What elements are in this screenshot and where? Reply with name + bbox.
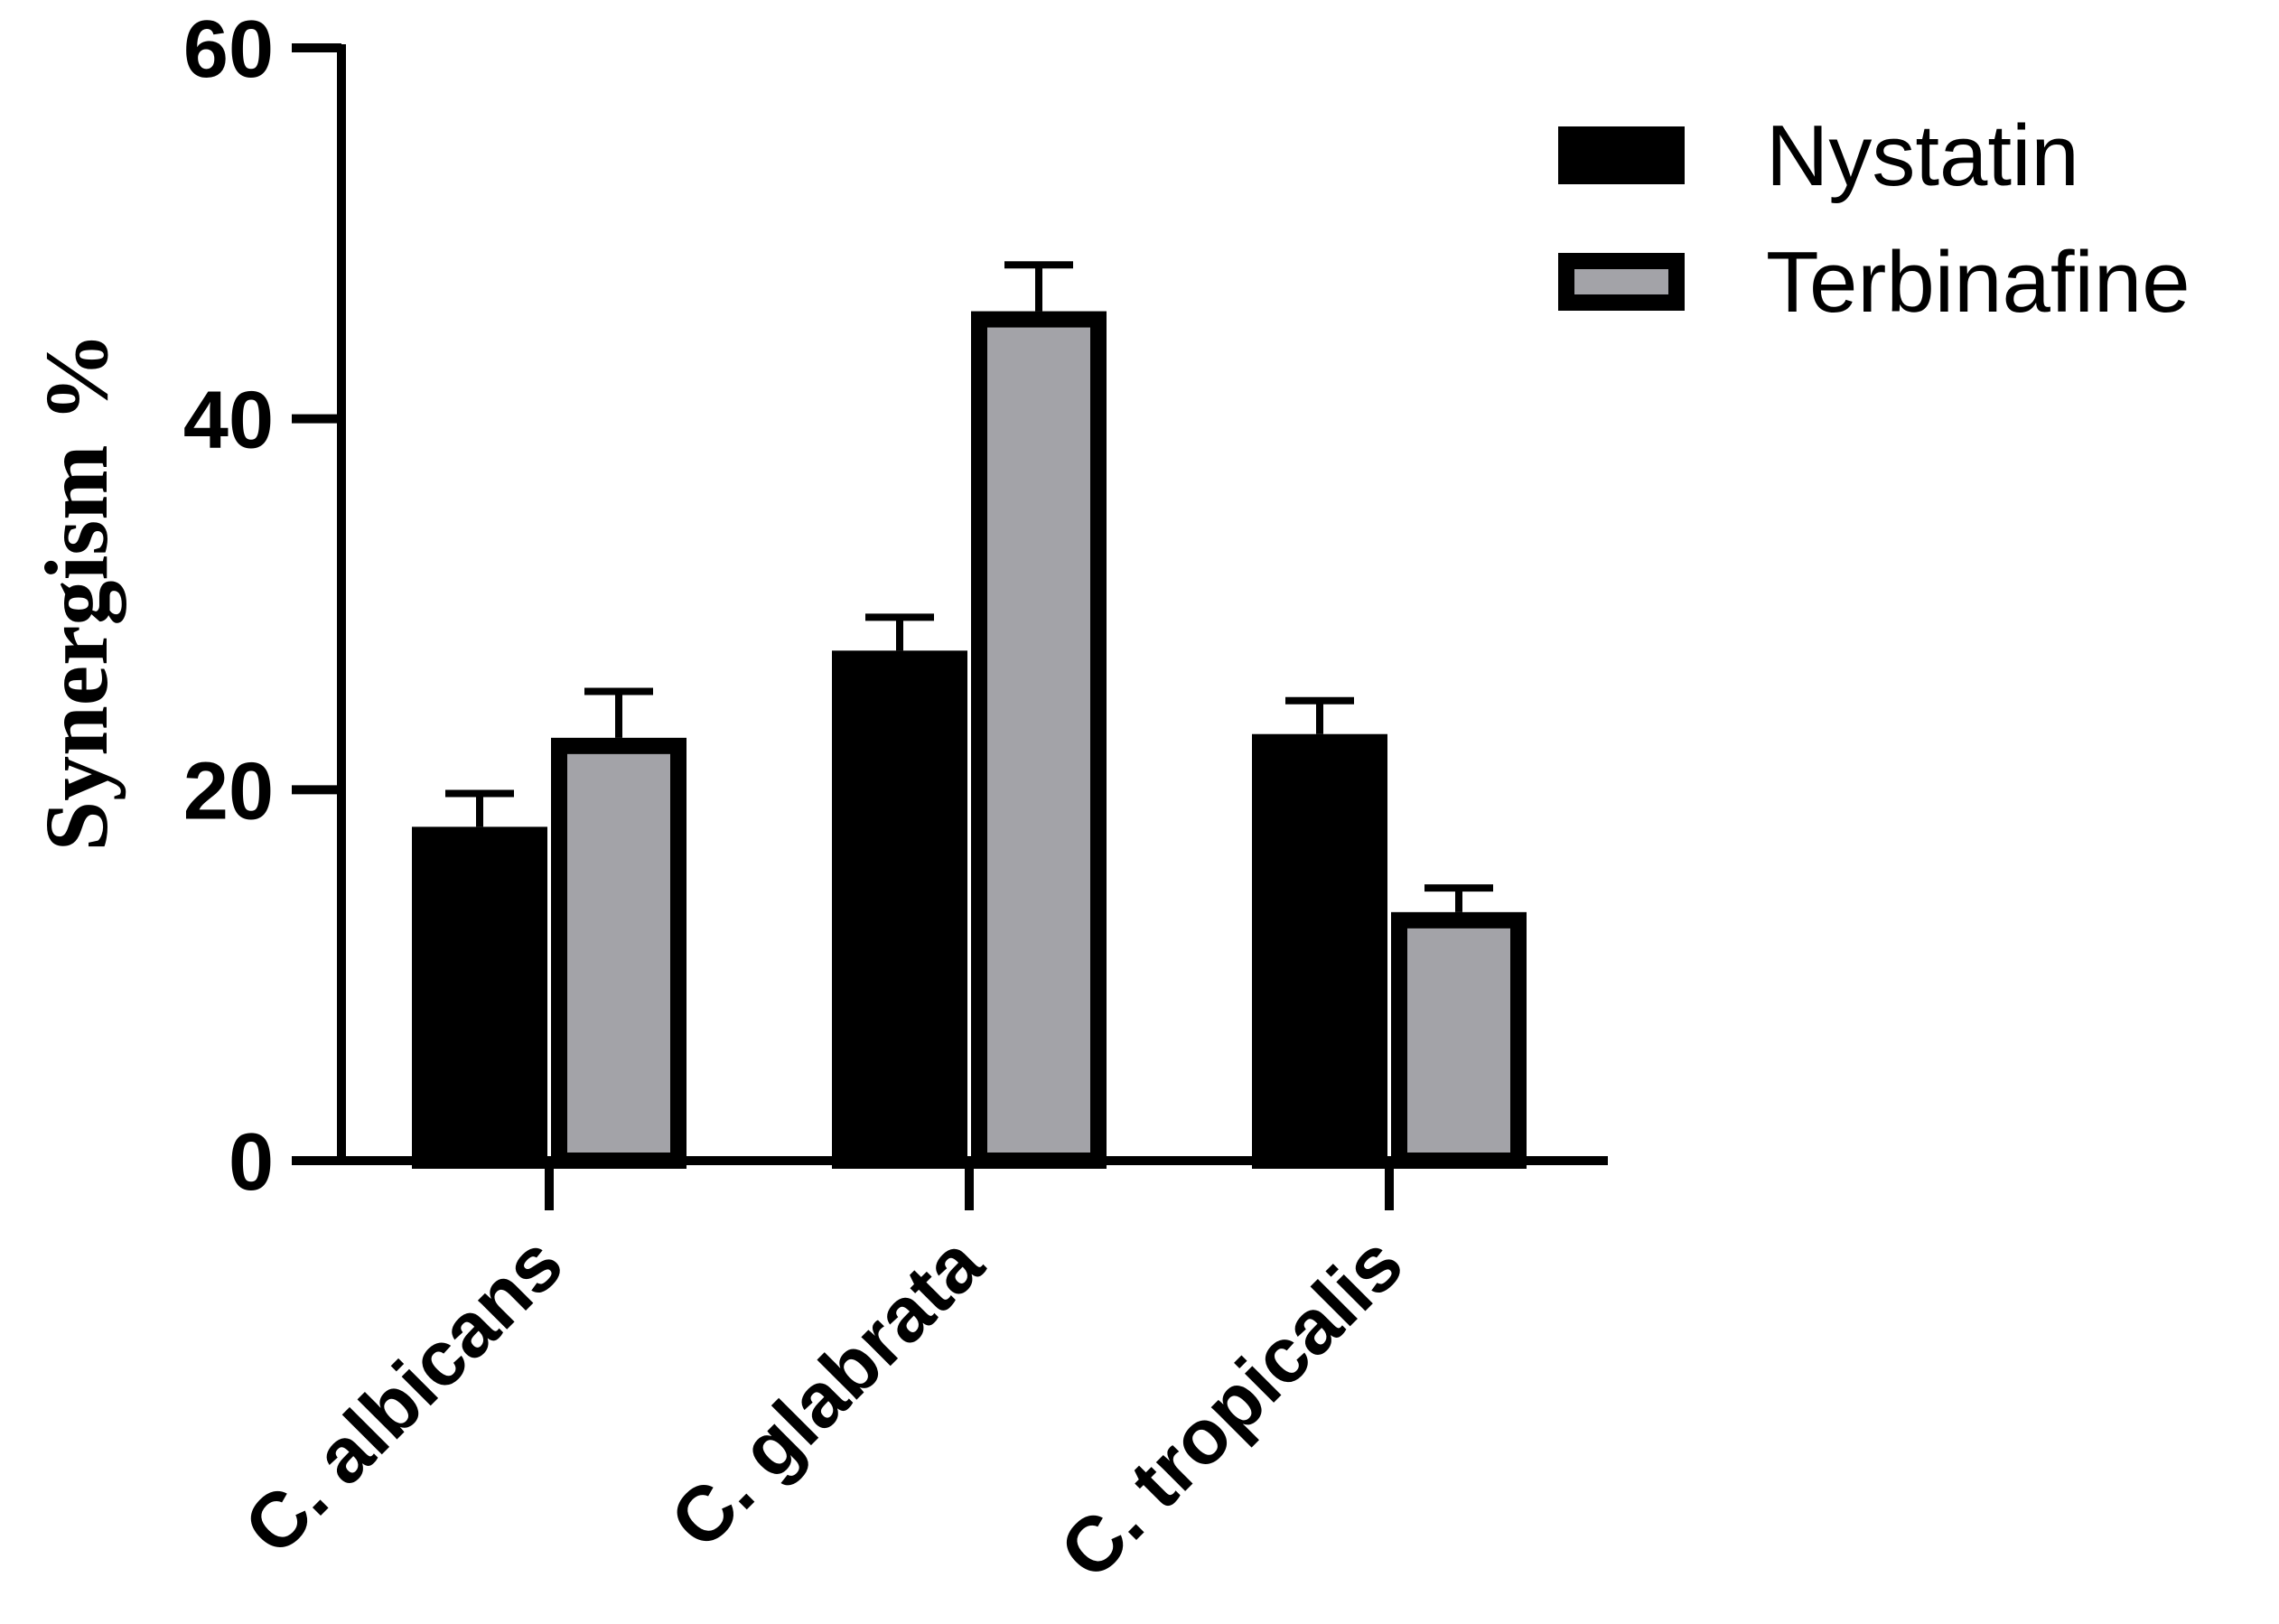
bar-nystatin-1: [832, 650, 967, 1169]
bar-terbinafine-2: [1391, 911, 1527, 1169]
y-tick-label-0: 0: [229, 1117, 274, 1208]
bar-terbinafine-1: [971, 311, 1107, 1170]
legend: Nystatin Terbinafine: [1558, 107, 2190, 331]
x-tick-label-0: C. albicans: [228, 1220, 579, 1572]
y-tick-label-60: 60: [183, 5, 274, 95]
legend-swatch-nystatin: [1558, 126, 1685, 184]
bar-nystatin-0: [412, 826, 547, 1170]
bar-terbinafine-0: [551, 737, 687, 1170]
y-tick-label-40: 40: [183, 376, 274, 466]
bar-nystatin-2: [1252, 733, 1387, 1169]
legend-label-terbinafine: Terbinafine: [1766, 234, 2190, 331]
x-tick-label-1: C. glabrata: [654, 1219, 1000, 1565]
y-axis-label: Synergism %: [26, 332, 126, 852]
bars-group: [412, 261, 1527, 1170]
legend-swatch-terbinafine: [1558, 253, 1685, 311]
y-tick-label-20: 20: [183, 746, 274, 836]
legend-label-nystatin: Nystatin: [1766, 107, 2079, 204]
x-tick-label-2: C. tropicalis: [1043, 1220, 1419, 1596]
